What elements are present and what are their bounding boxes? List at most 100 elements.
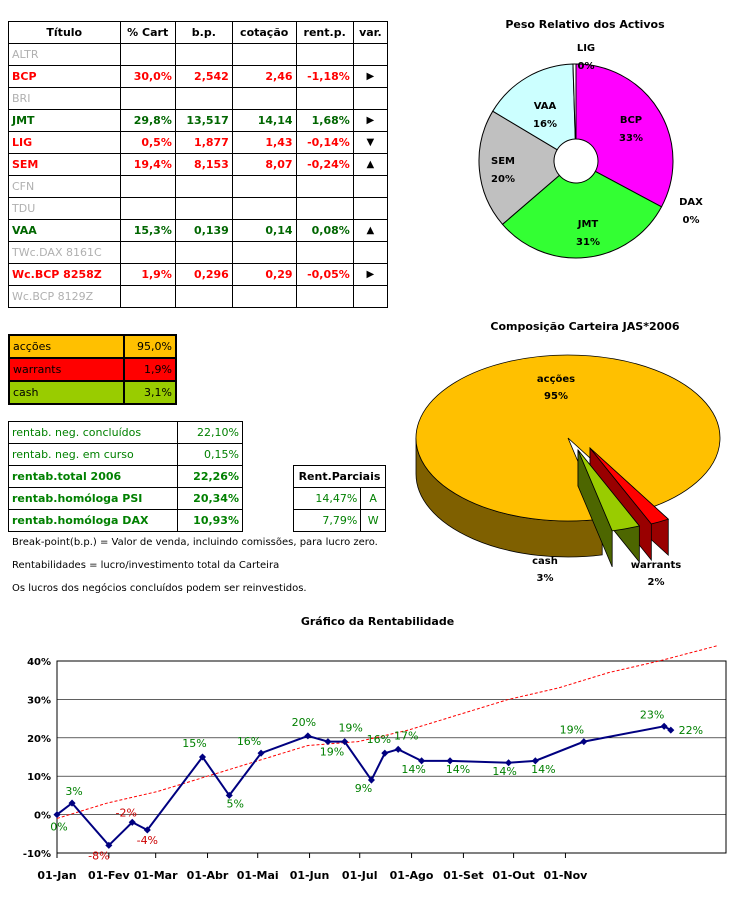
- holdings-row: TDU: [8, 197, 389, 220]
- pie1-pct-bcp: 33%: [619, 133, 643, 144]
- pie2-label-cash: cash: [532, 556, 558, 567]
- holding-rent: [295, 175, 354, 198]
- holding-bp: 0,296: [174, 263, 233, 286]
- allocation-label: acções: [8, 334, 125, 359]
- plot-area: [56, 660, 727, 854]
- y-tick-label: -10%: [23, 849, 51, 860]
- holding-bp: 0,139: [174, 219, 233, 242]
- holdings-row: BRI: [8, 87, 389, 110]
- pie2-chart: acções 95% warrants 2% cash 3%: [415, 354, 721, 588]
- holding-cart: [119, 197, 176, 220]
- allocation-label: warrants: [8, 357, 125, 382]
- pie1-title: Peso Relativo dos Activos: [505, 18, 665, 31]
- portfolio-point-label: 16%: [367, 733, 391, 746]
- holding-name: CFN: [8, 175, 121, 198]
- holdings-row: ALTR: [8, 43, 389, 66]
- pie1-slice-jmt: [501, 170, 663, 259]
- holding-rent: [295, 285, 354, 308]
- note-lucros: Os lucros dos negócios concluídos podem …: [12, 583, 307, 594]
- portfolio-marker: [341, 738, 349, 746]
- portfolio-point-label: 23%: [640, 708, 664, 721]
- returns-row: rentab.homóloga PSI 20,34%: [8, 487, 243, 510]
- pie1-label-lig: LIG: [577, 43, 595, 54]
- holding-cotacao: 2,46: [231, 65, 297, 88]
- allocation-row: cash 3,1%: [8, 380, 177, 405]
- holding-bp: [174, 87, 233, 110]
- holdings-header-cell: var.: [352, 21, 389, 44]
- x-tick-label: 01-Ago: [390, 869, 434, 882]
- returns-value: 10,93%: [177, 509, 243, 532]
- holding-rent: -1,18%: [295, 65, 354, 88]
- holding-cotacao: 0,14: [231, 219, 297, 242]
- pie1-label-jmt: JMT: [577, 219, 599, 230]
- pie1-pct-jmt: 31%: [576, 237, 600, 248]
- holding-rent: -0,24%: [295, 153, 354, 176]
- portfolio-point-label: 0%: [50, 821, 67, 834]
- allocation-value: 3,1%: [123, 380, 177, 405]
- y-tick-label: 30%: [27, 695, 51, 706]
- returns-label: rentab.total 2006: [8, 465, 178, 488]
- pie1-label-dax: DAX: [679, 197, 703, 208]
- y-tick-label: 20%: [27, 734, 51, 745]
- portfolio-marker: [505, 759, 513, 767]
- portfolio-point-label: 5%: [227, 797, 244, 810]
- note-rentabilidades: Rentabilidades = lucro/investimento tota…: [12, 560, 280, 571]
- holding-cart: [119, 87, 176, 110]
- holding-var-arrow-icon: [352, 87, 389, 110]
- holding-cart: 15,3%: [119, 219, 176, 242]
- allocation-value: 95,0%: [123, 334, 177, 359]
- holding-name: BCP: [8, 65, 121, 88]
- holding-cart: [119, 43, 176, 66]
- pie2-pct-cash: 3%: [537, 573, 554, 584]
- holding-name: ALTR: [8, 43, 121, 66]
- returns-table: rentab. neg. concluídos 22,10% rentab. n…: [8, 421, 243, 532]
- holding-name: BRI: [8, 87, 121, 110]
- holdings-header-row: Título% Cart b.p. cotação rent.p. var.: [8, 21, 389, 44]
- portfolio-point-label: 14%: [446, 763, 470, 776]
- pie1-slice-lig: [572, 63, 577, 140]
- portfolio-point-label: 19%: [338, 722, 362, 735]
- holding-var-arrow-icon: [352, 241, 389, 264]
- pie1-label-bcp: BCP: [620, 115, 642, 126]
- pie2-label-acções: acções: [537, 374, 575, 385]
- line-chart: -10% 0% 10% 20% 30% 40% 01-Jan 01-Fev 01-Mar 01-A…: [23, 645, 727, 882]
- portfolio-marker: [381, 749, 389, 757]
- pie1-label-vaa: VAA: [534, 101, 557, 112]
- line-title: Gráfico da Rentabilidade: [300, 615, 455, 628]
- holding-bp: [174, 175, 233, 198]
- holdings-row: SEM 19,4% 8,153 8,07 -0,24% ▲: [8, 153, 389, 176]
- holdings-row: Wc.BCP 8129Z: [8, 285, 389, 308]
- pie1-slice-bcp: [575, 63, 674, 208]
- holding-name: TDU: [8, 197, 121, 220]
- holdings-table: Título% Cart b.p. cotação rent.p. var. ALTR …: [8, 21, 389, 308]
- holdings-header-cell: rent.p.: [295, 21, 354, 44]
- holding-rent: [295, 87, 354, 110]
- note-break-point: Break-point(b.p.) = Valor de venda, incl…: [12, 537, 378, 548]
- portfolio-marker: [667, 726, 675, 734]
- returns-label: rentab.homóloga DAX: [8, 509, 178, 532]
- y-tick-label: 10%: [27, 772, 51, 783]
- portfolio-marker: [105, 841, 113, 849]
- holding-cart: [119, 241, 176, 264]
- holding-cart: 1,9%: [119, 263, 176, 286]
- holdings-header-cell: % Cart: [119, 21, 176, 44]
- returns-row: rentab. neg. em curso 0,15%: [8, 443, 243, 466]
- holding-cart: 0,5%: [119, 131, 176, 154]
- returns-row: rentab.total 2006 22,26%: [8, 465, 243, 488]
- pie1-pct-sem: 20%: [491, 174, 515, 185]
- y-tick-label: 0%: [34, 811, 51, 822]
- x-tick-label: 01-Mar: [134, 869, 178, 882]
- returns-value: 22,10%: [177, 421, 243, 444]
- holding-cart: [119, 175, 176, 198]
- holding-var-arrow-icon: [352, 197, 389, 220]
- holding-name: Wc.BCP 8129Z: [8, 285, 121, 308]
- pie1-chart: BCP 33% DAX 0% JMT 31% SEM 20% VAA 16% LIG 0%: [478, 43, 703, 259]
- holdings-row: Wc.BCP 8258Z 1,9% 0,296 0,29 -0,05% ▶: [8, 263, 389, 286]
- holding-cotacao: 1,43: [231, 131, 297, 154]
- holding-bp: 13,517: [174, 109, 233, 132]
- holding-name: JMT: [8, 109, 121, 132]
- portfolio-marker: [394, 745, 402, 753]
- holding-var-arrow-icon: ▶: [352, 109, 389, 132]
- holding-bp: 8,153: [174, 153, 233, 176]
- pie2-slice-acções: [415, 354, 721, 522]
